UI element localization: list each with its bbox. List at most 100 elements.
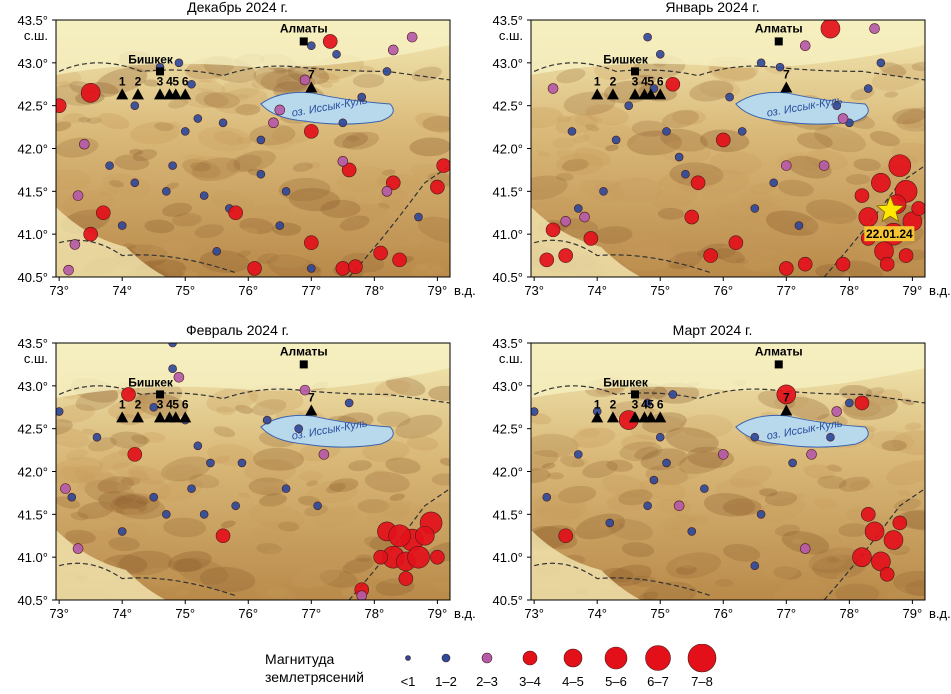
earthquake-marker (728, 235, 744, 251)
earthquake-marker (95, 205, 111, 221)
station-label: 7 (308, 391, 315, 405)
city-almaty-label: Алматы (755, 344, 803, 358)
city-almaty-icon (299, 360, 308, 369)
legend-label: <1 (400, 674, 416, 689)
legend-item: 4–5 (543, 648, 603, 694)
earthquake-marker (560, 216, 571, 227)
earthquake-marker (684, 209, 700, 225)
earthquake-marker (247, 261, 262, 276)
earthquake-marker (63, 264, 74, 276)
earthquake-marker (294, 424, 304, 433)
lat-tick-label: 42.0° (492, 142, 523, 157)
earthquake-marker (769, 178, 779, 188)
lake-issyk-kul (260, 414, 394, 448)
earthquake-marker (193, 441, 203, 451)
lat-tick-label: 41.5° (17, 184, 48, 199)
earthquake-marker (737, 127, 747, 136)
earthquake-marker (662, 458, 671, 468)
station-label: 7 (308, 68, 315, 82)
lon-tick-label: 78° (365, 606, 385, 621)
station-label: 4 (641, 74, 648, 88)
city-bishkek-label: Бишкек (128, 52, 174, 66)
lon-tick-label: 79° (428, 606, 448, 621)
earthquake-marker (387, 44, 399, 56)
lat-tick-label: 43.0° (17, 379, 48, 394)
legend-item: 5–6 (586, 646, 646, 694)
earthquake-marker (531, 407, 539, 416)
city-bishkek-label: Бишкек (603, 52, 649, 66)
map-panel-2: Январь 2024 г. оз. Иссык-Куль 22.01.24 1 2 3 4… (475, 0, 950, 325)
station-label: 1 (594, 397, 601, 411)
station-label: 3 (632, 74, 639, 88)
lake-issyk-kul (735, 414, 869, 448)
earthquake-marker (72, 190, 84, 201)
earthquake-marker (668, 390, 678, 399)
earthquake-marker (356, 590, 368, 600)
lat-tick-label: 42.5° (17, 99, 48, 114)
earthquake-marker (687, 527, 697, 536)
earthquake-marker (281, 484, 291, 493)
earthquake-marker (567, 127, 577, 136)
lon-tick-label: 77° (301, 283, 321, 298)
station-label: 3 (157, 397, 164, 411)
earthquake-marker (341, 162, 357, 178)
earthquake-marker (799, 543, 811, 554)
seismic-station-icon (169, 88, 182, 100)
city-almaty-label: Алматы (280, 21, 328, 35)
earthquake-marker (332, 49, 341, 59)
map-panel-3: Февраль 2024 г. оз. Иссык-Куль 1 2 3 4 5 6 7 Алма… (0, 322, 475, 648)
lat-tick-label: 43.5° (492, 336, 523, 351)
earthquake-marker (268, 117, 279, 129)
lake-issyk-kul (260, 91, 394, 125)
earthquake-marker (149, 492, 159, 502)
panel-title: Декабрь 2024 г. (187, 0, 288, 15)
city-bishkek-label: Бишкек (603, 375, 649, 389)
legend-marker (441, 653, 451, 663)
seismic-station-icon (179, 411, 192, 423)
earthquake-marker (231, 501, 240, 511)
earthquake-marker (826, 432, 835, 442)
earthquake-marker (67, 492, 77, 502)
earthquake-marker (206, 458, 215, 468)
legend-label: 3–4 (519, 674, 541, 689)
lat-tick-label: 43.0° (492, 379, 523, 394)
epicenter-star-icon (875, 195, 905, 223)
earthquake-marker (655, 49, 665, 59)
earthquake-marker (60, 483, 71, 494)
seismic-station-icon (591, 411, 604, 423)
station-label: 1 (119, 74, 126, 88)
legend-label: 1–2 (435, 674, 457, 689)
lat-tick-label: 43.5° (17, 13, 48, 28)
seismic-station-icon (179, 88, 192, 100)
lon-tick-label: 78° (365, 283, 385, 298)
legend-label: 6–7 (647, 674, 669, 689)
seismic-station-icon (305, 404, 318, 416)
lon-tick-label: 79° (903, 283, 923, 298)
seismic-station-icon (305, 81, 318, 93)
lat-tick-label: 43.5° (17, 336, 48, 351)
earthquake-marker (775, 62, 785, 72)
earthquake-marker (72, 543, 84, 554)
earthquake-marker (299, 384, 311, 396)
earthquake-marker (307, 41, 316, 51)
earthquake-marker (806, 449, 817, 460)
earthquake-marker (174, 58, 184, 68)
lon-tick-label: 76° (713, 283, 733, 298)
earthquake-marker (436, 158, 450, 173)
border-line (58, 385, 450, 404)
city-almaty-icon (774, 360, 783, 369)
legend-label: 4–5 (562, 674, 584, 689)
earthquake-marker (173, 371, 185, 383)
earthquake-marker (149, 402, 159, 412)
lat-tick-label: 41.5° (492, 184, 523, 199)
earthquake-marker (430, 179, 445, 195)
lon-tick-label: 74° (587, 283, 607, 298)
earthquake-marker (162, 187, 171, 196)
earthquake-marker (542, 492, 552, 502)
legend-marker (563, 648, 583, 668)
legend-item: 1–2 (416, 648, 476, 694)
magnitude-legend: Магнитуда землетрясений <1 1–2 2–3 3–4 4–5 5–6… (0, 640, 951, 694)
earthquake-marker (212, 247, 222, 256)
